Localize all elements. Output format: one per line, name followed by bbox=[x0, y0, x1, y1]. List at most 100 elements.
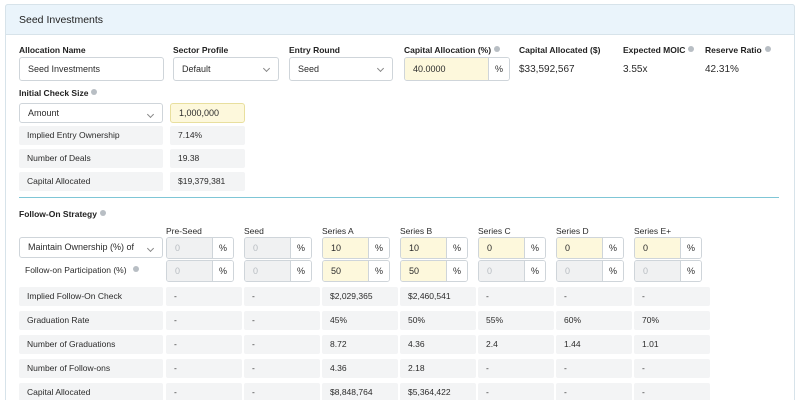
column-header-series-c: Series C bbox=[478, 226, 511, 236]
table-cell: - bbox=[634, 287, 710, 306]
table-cell: 4.36 bbox=[322, 359, 398, 378]
entry-round-label: Entry Round bbox=[289, 45, 340, 55]
maintain-value[interactable]: 0 bbox=[557, 238, 602, 258]
maintain-value[interactable]: 10 bbox=[323, 238, 368, 258]
table-cell: 2.4 bbox=[478, 335, 554, 354]
participation-input-pre-seed[interactable]: 0% bbox=[166, 260, 234, 282]
participation-value[interactable]: 0 bbox=[167, 261, 212, 281]
column-header-series-d: Series D bbox=[556, 226, 589, 236]
follow-on-strategy-label: Follow-On Strategy bbox=[19, 209, 106, 219]
info-icon[interactable] bbox=[764, 46, 771, 52]
participation-input-series-b[interactable]: 50% bbox=[400, 260, 468, 282]
check-type-select[interactable]: Amount bbox=[19, 103, 163, 123]
participation-input-seed[interactable]: 0% bbox=[244, 260, 312, 282]
percent-unit: % bbox=[524, 261, 545, 281]
table-cell: - bbox=[166, 287, 242, 306]
column-header-series-a: Series A bbox=[322, 226, 354, 236]
table-cell: 1.01 bbox=[634, 335, 710, 354]
table-cell: - bbox=[166, 335, 242, 354]
table-cell: $8,848,764 bbox=[322, 383, 398, 400]
table-cell: - bbox=[478, 359, 554, 378]
number-of-deals-label: Number of Deals bbox=[19, 149, 163, 168]
participation-value[interactable]: 0 bbox=[635, 261, 680, 281]
participation-value[interactable]: 0 bbox=[557, 261, 602, 281]
info-icon[interactable] bbox=[132, 266, 139, 272]
table-cell: 55% bbox=[478, 311, 554, 330]
percent-unit: % bbox=[488, 58, 509, 80]
table-cell: - bbox=[634, 359, 710, 378]
table-cell: $2,460,541 bbox=[400, 287, 476, 306]
capital-allocation-pct-input[interactable]: 40.0000 % bbox=[404, 57, 510, 81]
table-cell: - bbox=[478, 287, 554, 306]
reserve-ratio-label: Reserve Ratio bbox=[705, 45, 771, 55]
table-cell: $5,364,422 bbox=[400, 383, 476, 400]
participation-input-series-e-plus[interactable]: 0% bbox=[634, 260, 702, 282]
maintain-value[interactable]: 0 bbox=[635, 238, 680, 258]
capital-allocated-dollars-value: $33,592,567 bbox=[519, 64, 575, 75]
info-icon[interactable] bbox=[494, 46, 501, 52]
column-header-seed: Seed bbox=[244, 226, 264, 236]
participation-input-series-a[interactable]: 50% bbox=[322, 260, 390, 282]
participation-value[interactable]: 50 bbox=[323, 261, 368, 281]
implied-entry-ownership-value: 7.14% bbox=[170, 126, 245, 145]
capital-allocation-value[interactable]: 40.0000 bbox=[405, 58, 488, 80]
maintain-input-pre-seed[interactable]: 0% bbox=[166, 237, 234, 259]
table-cell: - bbox=[244, 287, 320, 306]
participation-value[interactable]: 50 bbox=[401, 261, 446, 281]
capital-allocated-dollars-label: Capital Allocated ($) bbox=[519, 45, 601, 55]
maintain-input-series-d[interactable]: 0% bbox=[556, 237, 624, 259]
number-of-deals-value: 19.38 bbox=[170, 149, 245, 168]
table-cell: - bbox=[556, 359, 632, 378]
column-header-series-e-plus: Series E+ bbox=[634, 226, 672, 236]
reserve-ratio-value: 42.31% bbox=[705, 64, 739, 75]
table-cell: 8.72 bbox=[322, 335, 398, 354]
capital-allocated-value: $19,379,381 bbox=[170, 172, 245, 191]
maintain-input-series-e-plus[interactable]: 0% bbox=[634, 237, 702, 259]
maintain-value[interactable]: 0 bbox=[479, 238, 524, 258]
info-icon[interactable] bbox=[99, 210, 106, 216]
table-cell: 1.44 bbox=[556, 335, 632, 354]
table-cell: - bbox=[556, 287, 632, 306]
table-cell: 4.36 bbox=[400, 335, 476, 354]
implied-entry-ownership-label: Implied Entry Ownership bbox=[19, 126, 163, 145]
table-cell: - bbox=[478, 383, 554, 400]
percent-unit: % bbox=[290, 238, 311, 258]
maintain-value[interactable]: 10 bbox=[401, 238, 446, 258]
participation-value[interactable]: 0 bbox=[479, 261, 524, 281]
maintain-value[interactable]: 0 bbox=[167, 238, 212, 258]
capital-allocation-pct-label: Capital Allocation (%) bbox=[404, 45, 501, 55]
maintain-input-series-c[interactable]: 0% bbox=[478, 237, 546, 259]
row-label-graduation-rate: Graduation Rate bbox=[19, 311, 163, 330]
percent-unit: % bbox=[368, 238, 389, 258]
sector-profile-select[interactable]: Default bbox=[173, 57, 279, 81]
row-label-capital-allocated: Capital Allocated bbox=[19, 383, 163, 400]
table-cell: - bbox=[166, 383, 242, 400]
follow-on-strategy-select[interactable]: Maintain Ownership (%) of bbox=[19, 237, 163, 258]
row-label-implied-follow-on-check: Implied Follow-On Check bbox=[19, 287, 163, 306]
row-label-number-of-graduations: Number of Graduations bbox=[19, 335, 163, 354]
maintain-input-series-b[interactable]: 10% bbox=[400, 237, 468, 259]
capital-allocated-label: Capital Allocated bbox=[19, 172, 163, 191]
percent-unit: % bbox=[680, 261, 701, 281]
participation-input-series-d[interactable]: 0% bbox=[556, 260, 624, 282]
check-amount-input[interactable]: 1,000,000 bbox=[170, 103, 245, 123]
table-cell: - bbox=[244, 335, 320, 354]
table-cell: - bbox=[166, 311, 242, 330]
table-cell: 45% bbox=[322, 311, 398, 330]
percent-unit: % bbox=[524, 238, 545, 258]
table-cell: 2.18 bbox=[400, 359, 476, 378]
initial-check-size-label: Initial Check Size bbox=[19, 88, 98, 98]
allocation-name-input[interactable]: Seed Investments bbox=[19, 57, 164, 81]
maintain-value[interactable]: 0 bbox=[245, 238, 290, 258]
percent-unit: % bbox=[602, 238, 623, 258]
table-cell: 50% bbox=[400, 311, 476, 330]
participation-input-series-c[interactable]: 0% bbox=[478, 260, 546, 282]
entry-round-select[interactable]: Seed bbox=[289, 57, 393, 81]
info-icon[interactable] bbox=[688, 46, 695, 52]
percent-unit: % bbox=[290, 261, 311, 281]
info-icon[interactable] bbox=[91, 89, 98, 95]
follow-on-participation-label: Follow-on Participation (%) bbox=[25, 265, 139, 275]
maintain-input-series-a[interactable]: 10% bbox=[322, 237, 390, 259]
participation-value[interactable]: 0 bbox=[245, 261, 290, 281]
maintain-input-seed[interactable]: 0% bbox=[244, 237, 312, 259]
